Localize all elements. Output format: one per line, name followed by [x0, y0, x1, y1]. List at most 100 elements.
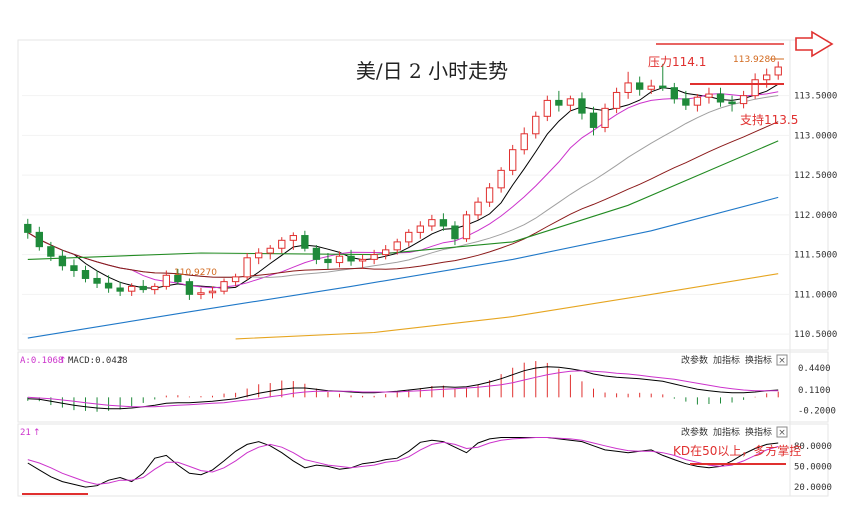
candle-up — [405, 231, 413, 243]
candle-down — [47, 246, 55, 257]
candle-up — [243, 257, 251, 278]
candle-down — [185, 281, 194, 295]
candle-down — [439, 219, 448, 227]
macd-series — [27, 361, 779, 412]
candle-up — [278, 239, 286, 249]
ma-green-line — [27, 140, 779, 260]
candle-up — [255, 252, 263, 259]
candle-up — [208, 290, 217, 294]
candle-down — [81, 270, 90, 279]
macd-add-indicator-button[interactable]: 加指标 — [713, 354, 740, 366]
kd-tick-label: 20.0000 — [794, 483, 832, 493]
macd-close-icon: × — [778, 356, 786, 366]
candle-up — [751, 79, 759, 97]
candle-up — [197, 292, 205, 295]
candle-up — [543, 99, 551, 117]
macd-header-a-arrow-icon: ↑ — [59, 356, 67, 366]
trend-up-arrow-icon — [795, 30, 834, 58]
candle-up — [162, 274, 170, 287]
kd-series — [27, 437, 779, 488]
candle-up — [693, 96, 702, 106]
macd-dea-line — [27, 370, 779, 408]
candle-down — [670, 87, 678, 100]
candle-up — [601, 107, 609, 128]
candle-up — [416, 225, 424, 233]
kd-k-line — [27, 437, 779, 488]
price-tick-label: 113.0000 — [794, 131, 837, 141]
price-tick-label: 111.5000 — [794, 251, 837, 261]
candle-up — [763, 74, 771, 81]
candle-up — [566, 98, 575, 106]
candle-down — [451, 225, 459, 240]
candle-up — [231, 276, 240, 283]
candle-up — [647, 85, 655, 90]
kd-tick-label: 50.0000 — [794, 462, 832, 472]
candle-up — [335, 255, 344, 264]
candle-down — [659, 85, 667, 89]
low-value-label: 110.9270 — [174, 268, 217, 278]
price-panel — [17, 39, 829, 351]
candle-down — [312, 247, 321, 260]
candlesticks — [24, 61, 782, 300]
kd-edit-params-button[interactable]: 改参数 — [681, 426, 708, 438]
candle-down — [139, 285, 147, 291]
price-axis-ticks: 113.5000 113.0000 112.5000 112.0000 111.5000… — [794, 92, 837, 340]
price-tick-label: 111.0000 — [794, 290, 837, 300]
candle-down — [555, 99, 563, 106]
ma-blue-line — [27, 196, 779, 339]
candle-down — [174, 274, 182, 283]
candle-down — [716, 93, 725, 103]
candle-down — [301, 235, 309, 249]
kd-switch-indicator-button[interactable]: 换指标 — [745, 426, 772, 438]
kd-close-icon: × — [778, 428, 786, 438]
high-value-label: 113.9280 — [733, 55, 776, 65]
candle-up — [485, 187, 494, 203]
candle-up — [382, 249, 390, 256]
macd-panel — [17, 351, 829, 423]
candle-down — [24, 223, 32, 233]
candle-up — [509, 149, 517, 171]
candle-up — [370, 254, 378, 260]
candle-down — [589, 112, 598, 128]
candle-up — [128, 285, 136, 292]
candle-up — [774, 66, 782, 76]
candle-up — [474, 201, 482, 216]
macd-axis-ticks: 0.4400 0.1100 -0.2000 — [798, 364, 836, 417]
candle-up — [220, 281, 228, 292]
candle-up — [612, 91, 621, 109]
price-tick-label: 110.5000 — [794, 330, 837, 340]
candle-up — [520, 133, 528, 151]
ma-orange-line — [235, 273, 779, 340]
candle-down — [728, 101, 736, 105]
candle-down — [70, 265, 78, 272]
macd-header-a: A:0.1068 — [20, 356, 63, 366]
kd-header-arrow-icon: ↑ — [33, 428, 41, 438]
candle-up — [739, 95, 748, 105]
candle-down — [58, 255, 67, 267]
kd-header: 21 — [20, 428, 31, 438]
macd-tick-label: 0.4400 — [798, 364, 831, 374]
kd-axis-ticks: 80.0000 50.0000 20.0000 — [794, 442, 832, 493]
ma30-line — [27, 121, 779, 278]
candle-up — [532, 115, 540, 135]
kd-add-indicator-button[interactable]: 加指标 — [713, 426, 740, 438]
candle-up — [289, 235, 297, 241]
macd-tick-label: -0.2000 — [798, 407, 836, 417]
candle-up — [705, 93, 713, 98]
macd-diff-line — [27, 366, 779, 410]
candle-down — [578, 98, 586, 114]
macd-tick-label: 0.1100 — [798, 386, 831, 396]
resistance-label: 压力114.1 — [648, 55, 706, 69]
kd-tick-label: 80.0000 — [794, 442, 832, 452]
macd-switch-indicator-button[interactable]: 换指标 — [745, 354, 772, 366]
price-tick-label: 112.0000 — [794, 211, 837, 221]
kd-d-line — [27, 437, 779, 485]
candle-up — [151, 285, 159, 291]
candle-down — [35, 231, 43, 248]
kd-close-button[interactable] — [776, 426, 788, 438]
macd-edit-params-button[interactable]: 改参数 — [681, 354, 708, 366]
macd-close-button[interactable] — [776, 354, 788, 366]
candle-up — [393, 241, 401, 251]
